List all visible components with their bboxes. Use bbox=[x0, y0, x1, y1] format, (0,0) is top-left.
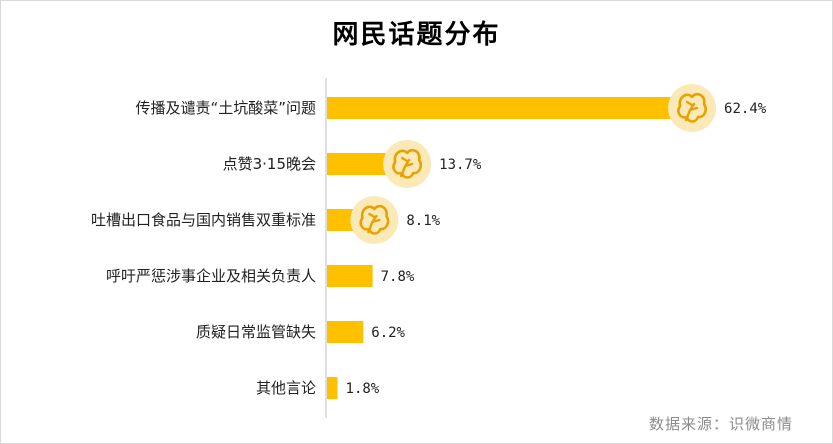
category-label-4: 质疑日常监管缺失 bbox=[196, 323, 316, 341]
bar-0 bbox=[327, 97, 693, 119]
bar-3 bbox=[327, 265, 373, 287]
cabbage-icon bbox=[668, 84, 717, 132]
category-label-5: 其他言论 bbox=[256, 379, 316, 397]
value-label-4: 6.2% bbox=[371, 325, 405, 341]
cabbage-icon bbox=[350, 196, 399, 244]
category-label-0: 传播及谴责“土坑酸菜”问题 bbox=[135, 99, 316, 117]
value-label-0: 62.4% bbox=[724, 101, 767, 117]
chart-title: 网民话题分布 bbox=[332, 20, 501, 50]
value-label-1: 13.7% bbox=[439, 157, 482, 173]
bar-5 bbox=[327, 377, 338, 399]
value-label-3: 7.8% bbox=[381, 269, 415, 285]
bar-4 bbox=[327, 321, 364, 343]
category-label-2: 吐槽出口食品与国内销售双重标准 bbox=[91, 211, 316, 229]
category-label-1: 点赞3·15晚会 bbox=[223, 155, 316, 173]
cabbage-icon bbox=[383, 140, 432, 188]
value-label-2: 8.1% bbox=[406, 213, 440, 229]
category-label-3: 呼吁严惩涉事企业及相关负责人 bbox=[106, 267, 316, 285]
value-label-5: 1.8% bbox=[346, 381, 380, 397]
source-note: 数据来源：识微商情 bbox=[648, 415, 793, 433]
